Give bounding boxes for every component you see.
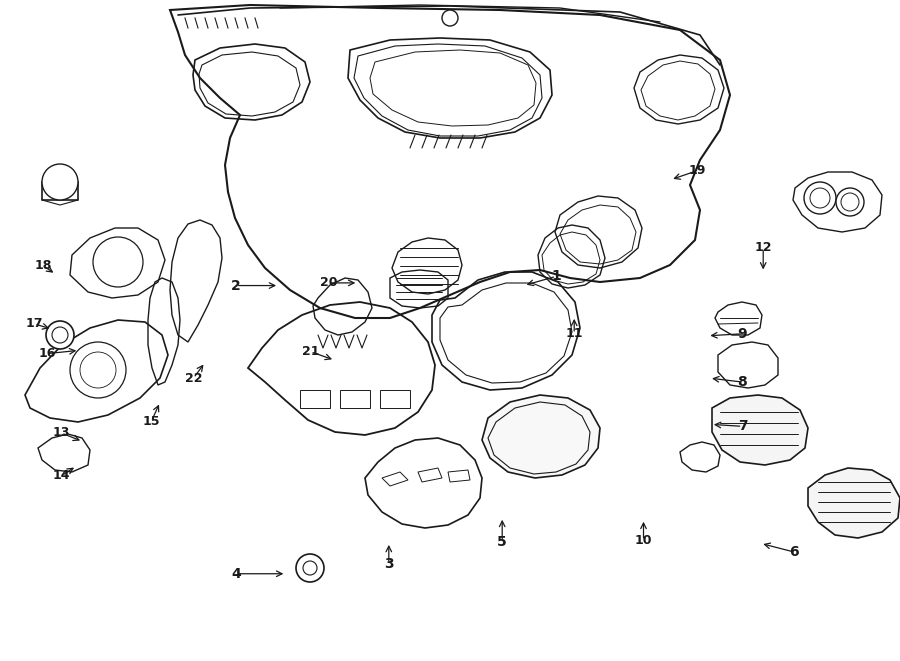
Text: 10: 10 xyxy=(634,534,652,547)
Text: 17: 17 xyxy=(25,317,43,330)
Text: 15: 15 xyxy=(142,415,160,428)
Text: 22: 22 xyxy=(184,371,202,385)
Circle shape xyxy=(296,554,324,582)
Text: 7: 7 xyxy=(738,419,747,434)
Text: 1: 1 xyxy=(552,269,561,284)
Text: 6: 6 xyxy=(789,545,798,559)
Polygon shape xyxy=(712,395,808,465)
Text: 2: 2 xyxy=(231,278,240,293)
Polygon shape xyxy=(170,5,730,318)
Text: 20: 20 xyxy=(320,276,338,290)
Polygon shape xyxy=(482,395,600,478)
Text: 13: 13 xyxy=(52,426,70,440)
Text: 5: 5 xyxy=(498,535,507,549)
Circle shape xyxy=(836,188,864,216)
Text: 18: 18 xyxy=(34,259,52,272)
Text: 12: 12 xyxy=(754,241,772,254)
Text: 4: 4 xyxy=(231,566,240,581)
Circle shape xyxy=(42,164,78,200)
Text: 9: 9 xyxy=(738,327,747,341)
Text: 8: 8 xyxy=(738,375,747,389)
Text: 16: 16 xyxy=(38,347,56,360)
Text: 14: 14 xyxy=(52,469,70,483)
Circle shape xyxy=(46,321,74,349)
Polygon shape xyxy=(793,172,882,232)
Text: 3: 3 xyxy=(384,557,393,571)
Circle shape xyxy=(804,182,836,214)
Circle shape xyxy=(442,10,458,26)
Text: 21: 21 xyxy=(302,345,319,358)
Polygon shape xyxy=(808,468,900,538)
Text: 11: 11 xyxy=(565,327,583,340)
Text: 19: 19 xyxy=(688,164,706,177)
